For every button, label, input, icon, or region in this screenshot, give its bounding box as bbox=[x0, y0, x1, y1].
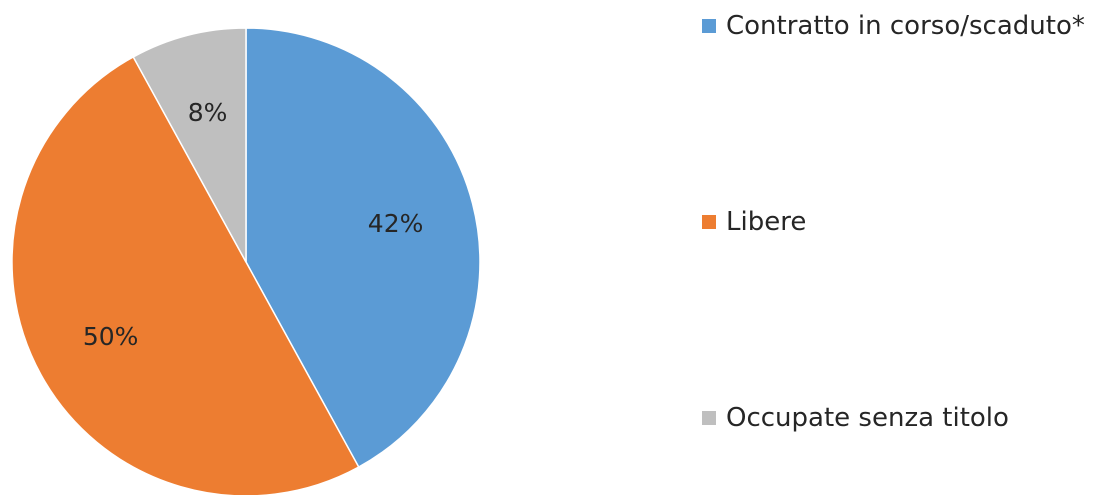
slice-data-label-2: 8% bbox=[188, 98, 228, 127]
legend: Contratto in corso/scaduto* Libere Occupat… bbox=[702, 11, 1085, 433]
legend-swatch-1 bbox=[702, 215, 716, 229]
pie-slice-1 bbox=[11, 55, 360, 495]
legend-label-0: Contratto in corso/scaduto* bbox=[726, 11, 1085, 41]
legend-swatch-2 bbox=[702, 411, 716, 425]
pie-slice-0 bbox=[245, 27, 481, 469]
legend-label-2: Occupate senza titolo bbox=[726, 403, 1009, 433]
pie-slice-2 bbox=[132, 27, 247, 263]
pie-slices bbox=[11, 27, 481, 495]
legend-label-1: Libere bbox=[726, 207, 806, 237]
pie-slice-labels: 42% 50% 8% bbox=[83, 98, 424, 351]
legend-swatch-0 bbox=[702, 19, 716, 33]
slice-data-label-1: 50% bbox=[83, 322, 139, 351]
slice-data-label-0: 42% bbox=[368, 209, 424, 238]
